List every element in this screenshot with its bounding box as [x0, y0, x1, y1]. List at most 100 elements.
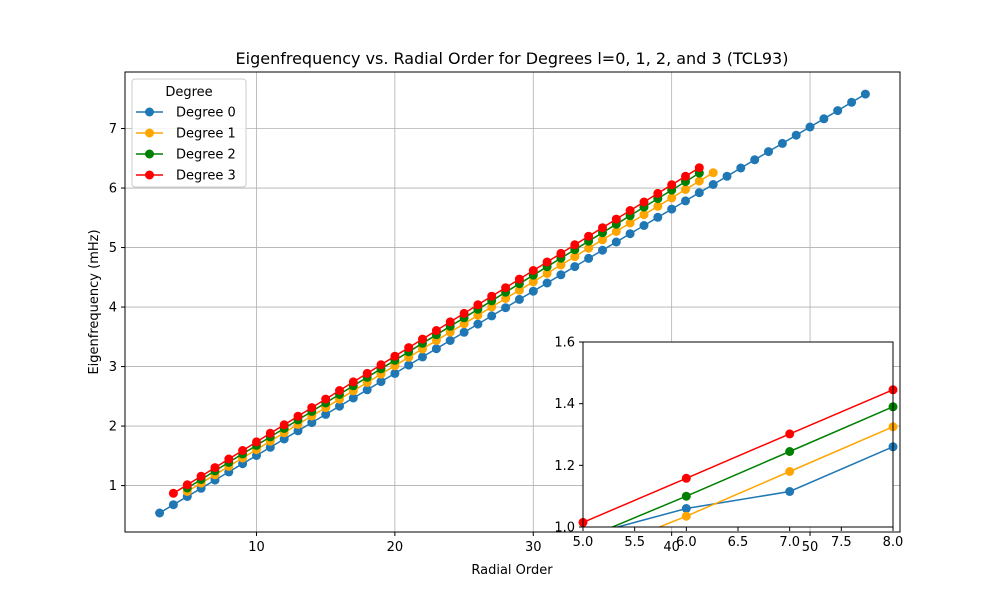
data-point: [279, 434, 289, 444]
data-point: [168, 488, 178, 498]
legend-marker: [145, 128, 154, 138]
data-point: [708, 180, 718, 189]
data-point: [528, 286, 538, 296]
data-point: [722, 171, 732, 181]
data-point: [847, 97, 857, 107]
data-point: [335, 401, 344, 411]
y-tick-label: 3: [109, 360, 117, 375]
legend-marker: [145, 107, 154, 117]
data-point: [473, 319, 483, 329]
inset-series-degree-1: [657, 426, 893, 527]
y-tick-label: 6: [109, 182, 117, 197]
data-point: [252, 437, 261, 447]
data-point: [514, 285, 524, 295]
data-point: [404, 360, 414, 370]
data-point: [598, 245, 607, 255]
data-point: [362, 385, 372, 395]
data-point: [584, 231, 594, 241]
data-point: [238, 446, 248, 455]
data-point: [625, 218, 635, 228]
x-tick-label: 30: [525, 540, 542, 555]
inset-y-tick-label: 1.6: [554, 336, 575, 351]
data-point: [750, 155, 760, 165]
data-point: [528, 277, 538, 287]
data-point: [570, 262, 580, 272]
inset-series-degree-3: [583, 389, 893, 524]
data-point: [694, 163, 704, 173]
data-point: [168, 500, 178, 510]
data-point: [321, 394, 331, 404]
series-degree-0: [155, 89, 870, 518]
data-point: [639, 197, 649, 207]
data-point: [542, 257, 552, 267]
inset-data-point: [681, 473, 691, 483]
data-point: [653, 212, 663, 222]
data-point: [224, 454, 234, 464]
data-point: [681, 185, 690, 194]
data-point: [390, 368, 400, 378]
data-point: [639, 221, 649, 230]
data-point: [418, 334, 427, 344]
legend-box: [131, 78, 247, 188]
data-point: [805, 122, 815, 132]
legend-entry: Degree 0: [136, 106, 236, 121]
data-point: [473, 300, 483, 310]
inset-series-group: [583, 389, 893, 527]
inset-y-tick-label: 1.4: [554, 397, 575, 412]
data-point: [265, 428, 275, 438]
data-point: [639, 210, 649, 220]
data-point: [321, 409, 331, 419]
y-axis-label: Eigenfrequency (mHz): [87, 229, 102, 374]
inset-x-tick-label: 5.0: [573, 535, 594, 550]
data-point: [459, 308, 469, 318]
data-point: [431, 326, 441, 335]
data-point: [625, 206, 635, 215]
data-point: [694, 188, 704, 198]
data-point: [570, 252, 580, 262]
data-point: [611, 226, 621, 236]
data-point: [418, 352, 427, 362]
main-ticks: 10 20 30 40 50 1 2 3 4 5 6 7: [109, 122, 819, 555]
inset-data-point: [681, 504, 691, 513]
inset-x-tick-label: 7.0: [779, 535, 800, 550]
data-point: [376, 360, 386, 370]
data-point: [611, 237, 621, 247]
inset-series-line: [657, 426, 893, 527]
data-point: [819, 114, 829, 124]
data-point: [501, 294, 511, 303]
data-point: [390, 351, 400, 361]
data-point: [764, 147, 773, 157]
inset-series-line: [610, 406, 893, 527]
main-series-group: [155, 89, 870, 518]
legend-marker: [145, 149, 154, 159]
data-point: [584, 253, 594, 263]
data-point: [210, 463, 220, 473]
data-point: [445, 317, 455, 327]
inset-data-point: [785, 467, 795, 476]
x-tick-label: 20: [387, 540, 404, 555]
data-point: [736, 163, 746, 173]
data-point: [293, 411, 303, 421]
data-point: [833, 106, 843, 116]
x-tick-label: 50: [802, 540, 819, 555]
inset-data-point: [785, 447, 795, 456]
series-line: [159, 93, 866, 514]
data-point: [445, 336, 455, 345]
data-point: [708, 168, 718, 178]
inset-background: [583, 342, 893, 527]
data-point: [293, 426, 303, 436]
inset-series-degree-2: [610, 406, 893, 527]
legend-entries: Degree 0 Degree 1 Degree 2 Degree 3: [136, 106, 236, 184]
y-tick-label: 4: [109, 301, 117, 316]
data-point: [362, 368, 372, 378]
inset-ticks: 5.0 5.5 6.0 6.5 7.0 7.5 8.0 1.0 1.2 1.4 1.6: [554, 336, 903, 551]
data-point: [681, 196, 690, 206]
data-point: [542, 268, 552, 278]
legend: Degree Degree 0 Degree 1 Degree 2 Degree 3: [131, 78, 247, 188]
data-point: [348, 393, 358, 403]
data-point: [501, 283, 511, 293]
data-point: [307, 418, 317, 428]
data-point: [570, 240, 580, 250]
legend-label: Degree 1: [176, 127, 236, 142]
